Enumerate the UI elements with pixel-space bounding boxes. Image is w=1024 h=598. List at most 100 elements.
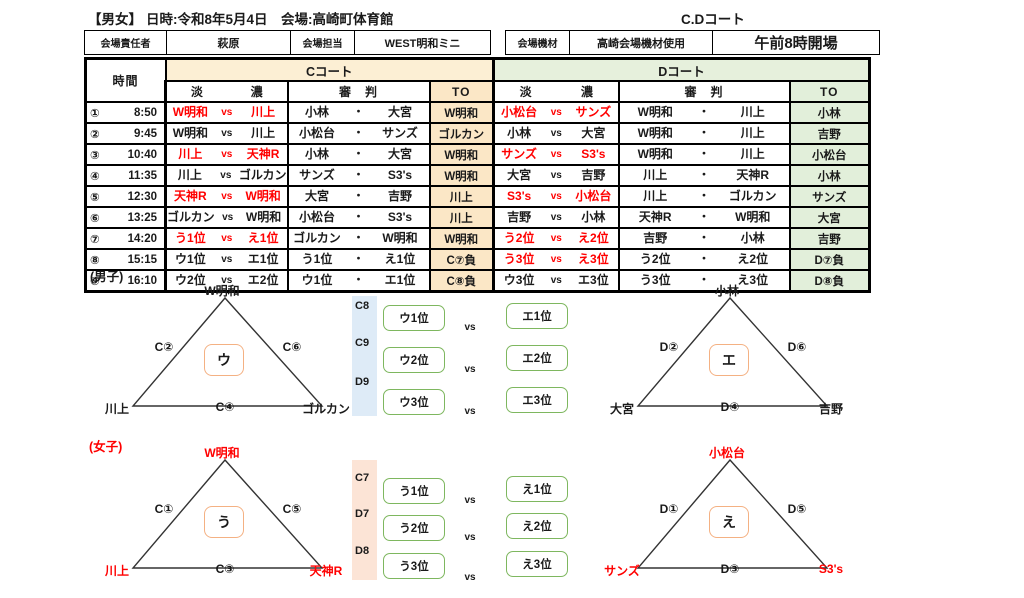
playoff-right-box: え2位 — [506, 513, 568, 539]
women-left-triangle: W明和 C① C⑤ う 川上 C③ 天神R — [100, 444, 350, 592]
c-referees: ゴルカン・ W明和 — [293, 231, 418, 245]
vs-label: vs — [464, 364, 476, 375]
triangle-bottom-left-team: 大宮 — [609, 402, 635, 416]
triangle-left-code: D① — [659, 502, 679, 516]
duty-team: WEST明和ミニ — [354, 30, 491, 55]
playoff-left-box: ウ1位 — [383, 305, 445, 331]
d-referee-header: 審 判 — [617, 80, 791, 103]
d-referees: 川上・天神R — [643, 168, 770, 182]
time-header: 時間 — [84, 57, 167, 103]
match-number: ⑨ — [90, 275, 100, 288]
playoff-right-box: え1位 — [506, 476, 568, 502]
playoff-code: D7 — [355, 508, 370, 520]
triangle-top-team: 小林 — [714, 284, 740, 298]
c-referees: 大宮・吉野 — [304, 189, 412, 203]
triangle-top-team: W明和 — [204, 446, 240, 460]
d-referees: 天神R ・ W明和 — [638, 210, 771, 224]
c-match: ゴルカン vs W明和 — [167, 210, 282, 224]
triangle-top-team: 小松台 — [708, 446, 746, 460]
playoff-right-box: エ2位 — [506, 345, 568, 371]
match-time: 11:35 — [128, 169, 157, 182]
c-to-team: W明和 — [428, 164, 495, 187]
d-to-header: TO — [788, 80, 871, 103]
c-to-team: 川上 — [428, 206, 495, 229]
manager-label: 会場責任者 — [84, 30, 167, 55]
c-match: ウ1位 vs エ1位 — [175, 252, 279, 266]
match-number: ⑥ — [90, 212, 100, 225]
table-row: ① 8:50 W明和 vs 川上 小林・大宮 W明和 小松台 vs サンズ W明和・川上 … — [84, 101, 871, 124]
c-to-team: W明和 — [428, 227, 495, 250]
d-referees: W明和・川上 — [637, 147, 765, 161]
c-referees: 小松台・ S3's — [298, 210, 413, 224]
women-playoff-block: C7 う1位 vs え1位 D7 う2位 vs え2位 D8 う3位 vs え3… — [352, 460, 578, 592]
triangle-shape — [131, 296, 324, 407]
triangle-bottom-code: D③ — [720, 562, 740, 576]
vs-label: vs — [464, 322, 476, 333]
table-row: ⑦ 14:20 う1位 vs え1位 ゴルカン・ W明和 W明和 う2位 vs え2位 吉野… — [84, 227, 871, 250]
triangle-left-code: C① — [154, 502, 174, 516]
venue-info-right: 会場機材 高崎会場機材使用 午前8時開場 — [505, 30, 880, 55]
d-match: う3位 vs え3位 — [503, 252, 609, 266]
d-to-team: 吉野 — [788, 227, 871, 250]
table-row: ⑨ 16:10 ウ2位 vs エ2位 ウ1位・エ1位 C⑧負 ウ3位 vs エ3位 う3位… — [84, 269, 871, 293]
c-referees: う1位・え1位 — [301, 252, 416, 266]
c-to-team: W明和 — [428, 101, 495, 124]
playoff-right-box: え3位 — [506, 551, 568, 577]
c-referee-header: 審 判 — [286, 80, 431, 103]
c-match: W明和 vs 川上 — [172, 105, 276, 119]
c-match: 天神R vs W明和 — [174, 189, 281, 203]
triangle-center-box: エ — [709, 344, 749, 376]
manager-name: 萩原 — [166, 30, 291, 55]
triangle-shape — [131, 458, 324, 569]
playoff-code: C9 — [355, 337, 370, 349]
triangle-right-code: C⑥ — [282, 340, 302, 354]
triangle-shape — [636, 458, 829, 569]
vs-label: vs — [464, 495, 476, 506]
vs-label: vs — [464, 532, 476, 543]
table-row: ③ 10:40 川上 vs 天神R 小林・大宮 W明和 サンズ vs S3's W明和・川… — [84, 143, 871, 166]
d-referees: 川上・ゴルカン — [643, 189, 777, 203]
triangle-center-box: え — [709, 506, 749, 538]
match-time: 10:40 — [127, 148, 157, 161]
d-referees: う3位・え3位 — [639, 273, 769, 287]
d-to-team: 小松台 — [788, 143, 871, 166]
d-court-header: Dコート — [492, 57, 871, 82]
c-to-team: C⑧負 — [428, 269, 495, 293]
d-match: ウ3位 vs エ3位 — [503, 273, 609, 287]
c-referees: 小林・大宮 — [304, 105, 412, 119]
playoff-left-box: う1位 — [383, 478, 445, 504]
men-playoff-bar — [352, 296, 377, 416]
playoff-code: D8 — [355, 545, 370, 557]
match-time: 14:20 — [127, 232, 157, 245]
men-playoff-block: C8 ウ1位 vs エ1位 C9 ウ2位 vs エ2位 D9 ウ3位 vs エ3… — [352, 296, 578, 428]
playoff-code: C7 — [355, 472, 370, 484]
women-right-triangle: 小松台 D① D⑤ え サンズ D③ S3's — [604, 444, 855, 592]
triangle-bottom-left-team: 川上 — [104, 564, 130, 578]
match-time: 12:30 — [127, 190, 157, 203]
page-title: 日時:令和8年5月4日 会場:高崎町体育館 — [146, 12, 394, 27]
match-number: ⑧ — [90, 254, 100, 267]
c-match: 川上 vs 天神R — [178, 147, 280, 161]
women-playoff-bar — [352, 460, 377, 580]
schedule-table: 時間 Cコート Dコート 淡濃 審 判 TO 淡濃 審 判 TO ① 8:50 W… — [84, 57, 871, 293]
match-number: ② — [90, 128, 100, 141]
d-match: S3's vs 小松台 — [507, 189, 612, 203]
triangle-bottom-right-team: 吉野 — [818, 402, 844, 416]
c-to-team: 川上 — [428, 185, 495, 208]
vs-label: vs — [464, 406, 476, 417]
triangle-bottom-right-team: S3's — [818, 562, 844, 576]
d-to-team: D⑧負 — [788, 269, 871, 293]
c-referees: 小林・大宮 — [304, 147, 412, 161]
d-match: 小林 vs 大宮 — [507, 126, 606, 140]
vs-label: vs — [464, 572, 476, 583]
triangle-bottom-right-team: ゴルカン — [302, 402, 350, 416]
d-match: 小松台 vs サンズ — [501, 105, 612, 119]
gender-tag: 【男女】 — [88, 12, 142, 27]
triangle-right-code: D⑥ — [787, 340, 807, 354]
triangle-bottom-right-team: 天神R — [309, 564, 343, 578]
equipment-note: 高崎会場機材使用 — [569, 30, 713, 55]
d-match: 吉野 vs 小林 — [507, 210, 606, 224]
d-to-team: 小林 — [788, 164, 871, 187]
c-uniform-header: 淡濃 — [190, 85, 263, 99]
c-to-team: C⑦負 — [428, 248, 495, 271]
